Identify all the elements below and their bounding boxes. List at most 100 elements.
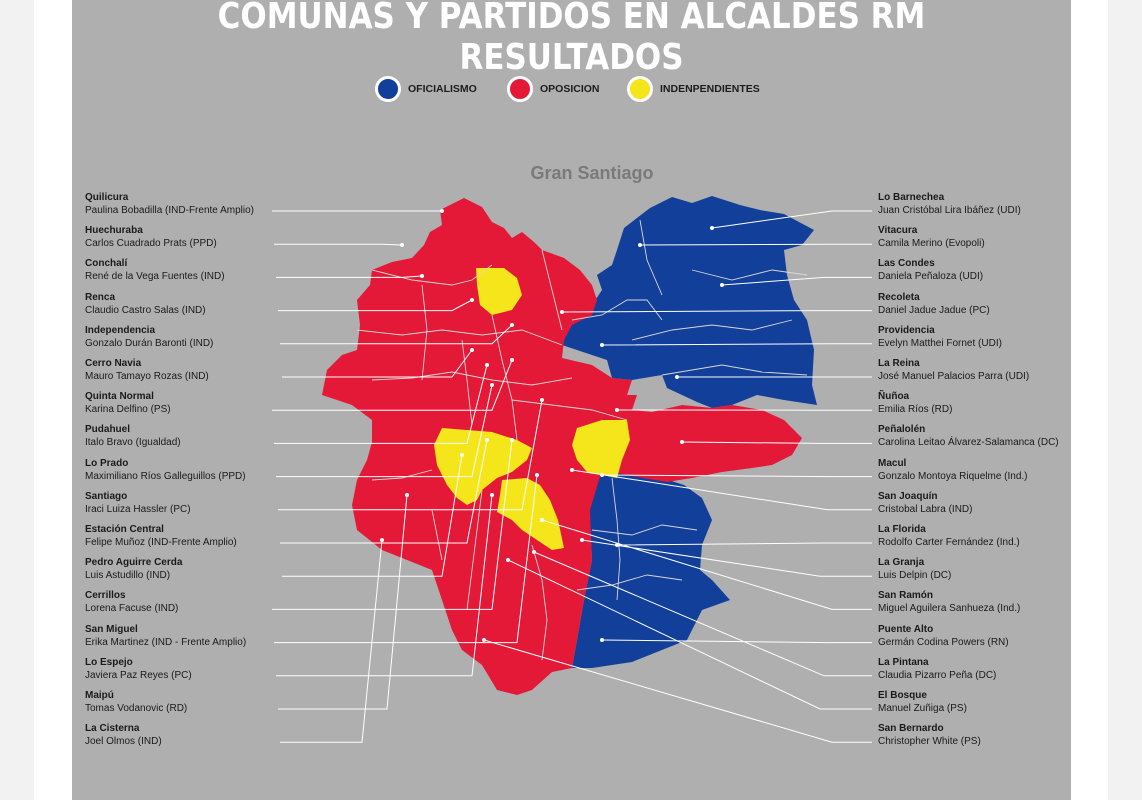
leader-line [272,439,513,610]
leader-line [276,384,493,478]
comuna-name: Lo Barnechea [878,192,945,203]
comuna-name: Quinta Normal [85,391,154,403]
leader-dot [485,363,489,367]
mayor-name: Italo Bravo (Igualdad) [85,437,181,449]
legend-label: INDENPENDIENTES [660,83,760,95]
comuna-label-lo-espejo: Lo Espejo Javiera Paz Reyes (PC) [85,657,345,682]
mayor-name: Paulina Bobadilla (IND-Frente Amplio) [85,205,254,216]
comuna-label-el-bosque: El Bosque Manuel Zuñiga (PS) [878,690,1071,715]
leader-line [274,474,538,644]
comuna-label-quinta-normal: Quinta Normal Karina Delfino (PS) [85,391,345,416]
infographic-panel: COMUNAS Y PARTIDOS EN ALCALDES RM RESULT… [72,0,1071,800]
leader-dot [460,453,464,457]
comuna-label-la-granja: La Granja Luis Delpin (DC) [878,557,1071,582]
leader-line [483,639,872,743]
comuna-name: Pedro Aguirre Cerda [85,557,183,569]
comuna-name: Lo Espejo [85,656,133,668]
comuna-name: Peñalolén [878,424,926,436]
comuna-name: Puente Alto [878,623,934,635]
leader-dot [540,398,544,402]
mayor-name: Carlos Cuadrado Prats (PPD) [85,238,217,250]
comuna-name: Cerro Navia [85,358,142,369]
comuna-name: El Bosque [878,690,927,701]
mayor-name: Mauro Tamayo Rozas (IND) [85,371,209,382]
comuna-label-huechuraba: Huechuraba Carlos Cuadrado Prats (PPD) [85,225,345,250]
comuna-name: Macul [878,457,907,469]
leader-line [280,539,383,743]
comuna-label-la-reina: La Reina José Manuel Palacios Parra (UDI) [878,358,1071,383]
leader-dot [485,438,489,442]
legend-item-oficialismo: OFICIALISMO [375,76,477,102]
leader-line [274,364,488,444]
infographic-title: COMUNAS Y PARTIDOS EN ALCALDES RM RESULT… [217,0,926,78]
mayor-name: Iraci Luiza Hassler (PC) [85,503,191,515]
leader-dot [570,468,574,472]
leader-dot [470,298,474,302]
comuna-name: Santiago [85,490,128,502]
legend-label: OPOSICION [540,83,600,95]
comuna-label-nunoa: Ñuñoa Emilia Ríos (RD) [878,391,1071,416]
mayor-name: Lorena Facuse (IND) [85,603,179,615]
mayor-name: Juan Cristóbal Lira Ibáñez (UDI) [878,205,1021,216]
leader-dot [535,473,539,477]
leader-dot [615,543,619,547]
comuna-label-cerrillos: Cerrillos Lorena Facuse (IND) [85,590,345,615]
comuna-name: San Miguel [85,623,138,635]
comuna-label-san-bernardo: San Bernardo Christopher White (PS) [878,723,1071,748]
leader-dot [400,243,404,247]
mayor-name: Miguel Aguilera Sanhueza (Ind.) [878,603,1021,615]
comuna-name: Maipú [85,690,114,701]
comuna-label-estacion-central: Estación Central Felipe Muñoz (IND-Frente… [85,524,345,549]
leader-lines [272,209,872,743]
comuna-name: Ñuñoa [878,391,910,403]
mayor-name: Maximiliano Ríos Galleguillos (PPD) [85,470,246,482]
santiago-map [322,196,817,695]
leader-line [601,343,872,346]
leader-dot [490,493,494,497]
leader-dot [510,323,514,327]
comuna-label-renca: Renca Claudio Castro Salas (IND) [85,292,345,317]
leader-line [280,439,488,544]
mayor-name: Christopher White (PS) [878,736,981,748]
mayor-name: Cristobal Labra (IND) [878,503,973,515]
comuna-name: Independencia [85,324,156,336]
region-independientes [434,428,532,505]
region-independientes [497,478,564,550]
leader-line [280,324,513,345]
comuna-label-la-cisterna: La Cisterna Joel Olmos (IND) [85,723,345,748]
leader-line [278,299,473,312]
comuna-label-san-miguel: San Miguel Erika Martinez (IND - Frente A… [85,624,345,649]
leader-line [278,399,543,511]
leader-dot [540,518,544,522]
page-margin-right [1108,0,1142,800]
leader-line [274,243,403,246]
mayor-name: Carolina Leitao Álvarez-Salamanca (DC) [878,437,1059,449]
leader-line [721,276,872,286]
comuna-name: Recoleta [878,291,920,303]
leader-dot [405,493,409,497]
comuna-name: La Florida [878,524,926,535]
leader-line [601,474,872,478]
mayor-name: Camila Merino (Evopoli) [878,238,985,250]
comuna-label-san-ramon: San Ramón Miguel Aguilera Sanhueza (Ind.) [878,590,1071,615]
mayor-name: Luis Astudillo (IND) [85,570,171,582]
comuna-name: San Joaquín [878,490,938,502]
mayor-name: René de la Vega Fuentes (IND) [85,271,225,283]
leader-dot [470,348,474,352]
mayor-name: José Manuel Palacios Parra (UDI) [878,371,1030,382]
leader-dot [420,274,424,278]
comuna-name: Conchalí [85,258,128,270]
page-margin-left [0,0,34,800]
leader-line [541,519,872,610]
mayor-name: Rodolfo Carter Fernández (Ind.) [878,537,1020,548]
comuna-label-quilicura: Quilicura Paulina Bobadilla (IND-Frente A… [85,192,345,217]
comuna-label-conchali: Conchalí René de la Vega Fuentes (IND) [85,258,345,283]
leader-line [639,243,872,246]
mayor-name: Joel Olmos (IND) [85,736,162,748]
comuna-label-cerro-navia: Cerro Navia Mauro Tamayo Rozas (IND) [85,358,345,383]
leader-dot [600,638,604,642]
comuna-label-san-joaquin: San Joaquín Cristobal Labra (IND) [878,491,1071,516]
leader-line [681,441,872,444]
comuna-name: Cerrillos [85,590,126,602]
leader-line [276,494,493,677]
